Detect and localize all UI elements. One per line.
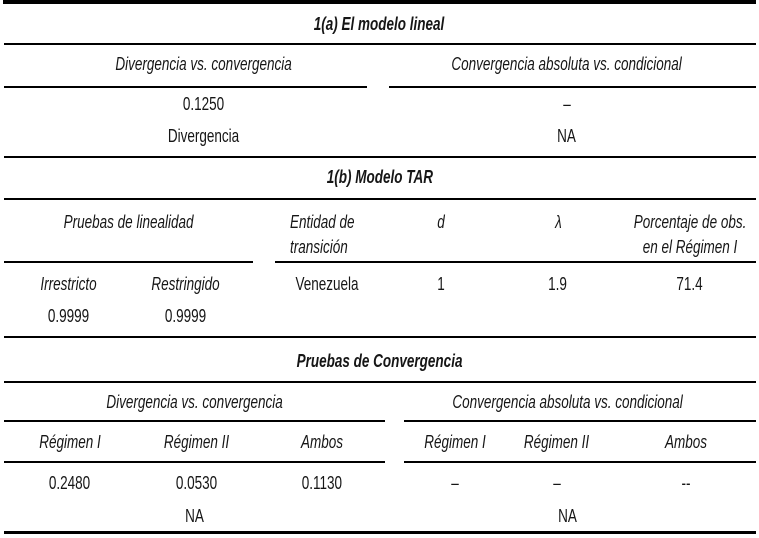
section-b-title: 1(b) Modelo TAR xyxy=(0,166,759,188)
group-header-divergencia-a-text: Divergencia vs. convergencia xyxy=(115,54,293,74)
column-header-regimen2-left-text: Régimen II xyxy=(164,431,230,452)
column-header-ambos-left-text: Ambos xyxy=(300,431,344,452)
group-rule-linealidad xyxy=(4,261,253,263)
rule-end-section-b xyxy=(4,336,756,338)
section-a-title: 1(a) El modelo lineal xyxy=(0,14,759,34)
cell-irrestricto-value-text: 0.9999 xyxy=(48,305,90,326)
rule-below-title-b xyxy=(4,198,756,200)
column-header-regimen1-left: Régimen I xyxy=(4,431,136,453)
entidad-line2: transición xyxy=(290,237,348,257)
na-right: NA xyxy=(404,505,732,527)
result-divergencia-a-text: Divergencia xyxy=(168,126,240,146)
group-header-convergencia-a: Convergencia absoluta vs. condicional xyxy=(389,54,745,75)
cell-ambos-right-value: -- xyxy=(612,472,759,494)
cell-porcentaje-value: 71.4 xyxy=(620,273,759,295)
section-b-title-text: 1(b) Modelo TAR xyxy=(326,166,433,187)
group-header-pruebas-linealidad-text: Pruebas de linealidad xyxy=(64,212,194,232)
cell-ambos-left-value-text: 0.1130 xyxy=(301,472,343,493)
cell-regimen2-right-value-text: – xyxy=(553,472,561,493)
column-header-ambos-left: Ambos xyxy=(262,431,382,453)
column-header-lambda-text: λ xyxy=(554,212,562,232)
group-header-convergencia-c-text: Convergencia absoluta vs. condicional xyxy=(452,392,684,412)
column-header-regimen1-right: Régimen I xyxy=(405,431,505,453)
stat-value-convergencia-a-text: – xyxy=(563,93,571,114)
section-a-title-text: 1(a) El modelo lineal xyxy=(314,13,445,34)
group-rule-right-a xyxy=(389,86,756,88)
cell-entidad-venezuela: Venezuela xyxy=(277,273,377,295)
column-header-ambos-right: Ambos xyxy=(612,431,759,453)
subheader-restringido-text: Restringido xyxy=(151,273,221,294)
group-rule-right-c2 xyxy=(404,461,756,463)
rule-below-title-c xyxy=(4,381,756,383)
stat-value-divergencia-a: 0.1250 xyxy=(4,93,404,115)
group-rule-left-c2 xyxy=(4,461,385,463)
result-convergencia-a: NA xyxy=(389,126,745,147)
porcentaje-line2: en el Régimen I xyxy=(642,237,738,257)
column-header-d-text: d xyxy=(437,212,445,232)
entidad-line1: Entidad de xyxy=(290,212,355,232)
column-header-entidad-transicion: Entidad de transición xyxy=(290,210,400,260)
column-header-porcentaje-obs: Porcentaje de obs. en el Régimen I xyxy=(620,210,759,260)
column-header-regimen2-right: Régimen II xyxy=(507,431,607,453)
rule-end-section-a xyxy=(4,156,756,158)
stat-value-convergencia-a: – xyxy=(389,93,745,115)
cell-regimen2-right-value: – xyxy=(507,472,607,494)
group-rule-left-a xyxy=(4,86,367,88)
porcentaje-line1: Porcentaje de obs. xyxy=(633,212,747,232)
group-header-divergencia-c: Divergencia vs. convergencia xyxy=(4,392,385,413)
group-header-divergencia-c-text: Divergencia vs. convergencia xyxy=(106,392,283,412)
group-header-convergencia-c: Convergencia absoluta vs. condicional xyxy=(404,392,732,413)
section-c-title-text: Pruebas de Convergencia xyxy=(296,350,463,371)
cell-ambos-left-value: 0.1130 xyxy=(262,472,382,494)
cell-restringido-value: 0.9999 xyxy=(121,305,251,327)
cell-lambda-value-text: 1.9 xyxy=(548,273,568,294)
column-header-regimen1-right-text: Régimen I xyxy=(424,431,486,452)
subheader-irrestricto-text: Irrestricto xyxy=(40,273,98,294)
table-bottom-border xyxy=(4,531,756,534)
group-rule-right-c1 xyxy=(404,420,756,422)
section-c-title: Pruebas de Convergencia xyxy=(0,350,759,372)
cell-d-value: 1 xyxy=(411,273,471,295)
cell-regimen1-left-value-text: 0.2480 xyxy=(49,472,91,493)
stat-value-divergencia-a-text: 0.1250 xyxy=(183,93,225,114)
cell-regimen1-right-value: – xyxy=(405,472,505,494)
group-rule-left-c1 xyxy=(4,420,385,422)
rule-below-title-a xyxy=(4,43,756,45)
column-header-regimen1-left-text: Régimen I xyxy=(39,431,101,452)
cell-irrestricto-value: 0.9999 xyxy=(4,305,134,327)
group-rule-tar-columns xyxy=(275,261,756,263)
subheader-irrestricto: Irrestricto xyxy=(4,273,134,295)
cell-lambda-value: 1.9 xyxy=(528,273,588,295)
na-left-text: NA xyxy=(185,505,204,526)
na-right-text: NA xyxy=(558,505,578,526)
column-header-lambda: λ xyxy=(528,210,588,235)
group-header-pruebas-linealidad: Pruebas de linealidad xyxy=(4,210,254,235)
column-header-regimen2-right-text: Régimen II xyxy=(524,431,590,452)
column-header-d: d xyxy=(411,210,471,235)
cell-regimen1-left-value: 0.2480 xyxy=(4,472,136,494)
cell-regimen1-right-value-text: – xyxy=(451,472,459,493)
cell-ambos-right-value-text: -- xyxy=(681,472,691,493)
subheader-restringido: Restringido xyxy=(121,273,251,295)
na-left: NA xyxy=(4,505,385,527)
column-header-ambos-right-text: Ambos xyxy=(664,431,708,452)
group-header-divergencia-a: Divergencia vs. convergencia xyxy=(4,54,404,75)
column-header-regimen2-left: Régimen II xyxy=(136,431,258,453)
cell-porcentaje-value-text: 71.4 xyxy=(676,273,704,294)
cell-d-value-text: 1 xyxy=(437,273,445,294)
cell-regimen2-left-value: 0.0530 xyxy=(136,472,258,494)
cell-restringido-value-text: 0.9999 xyxy=(165,305,207,326)
cell-regimen2-left-value-text: 0.0530 xyxy=(176,472,218,493)
result-divergencia-a: Divergencia xyxy=(4,126,404,147)
result-convergencia-a-text: NA xyxy=(557,126,577,146)
cell-entidad-venezuela-text: Venezuela xyxy=(295,273,359,294)
table-top-border xyxy=(3,0,756,4)
group-header-convergencia-a-text: Convergencia absoluta vs. condicional xyxy=(451,54,683,74)
